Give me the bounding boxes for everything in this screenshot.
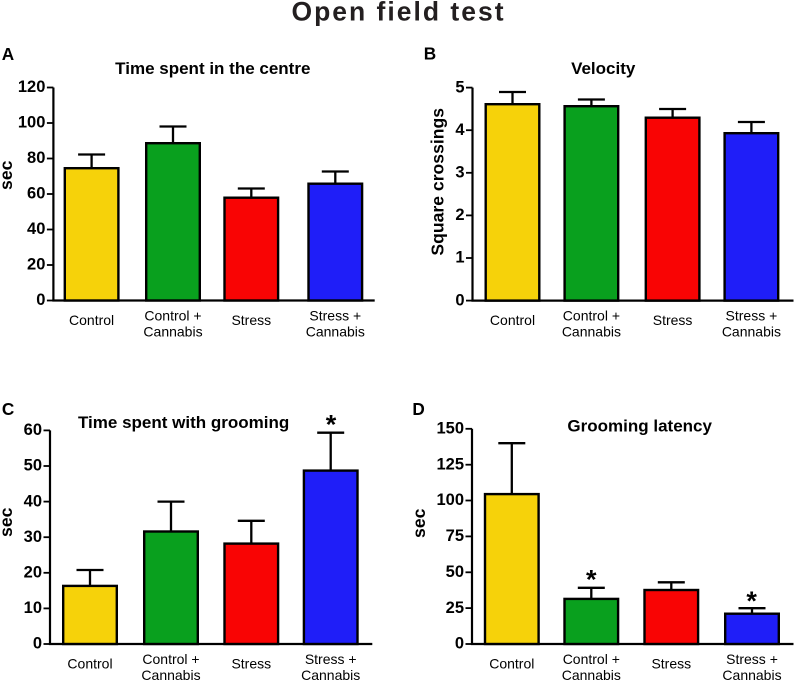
svg-text:Stress +: Stress + bbox=[309, 308, 361, 324]
svg-text:1: 1 bbox=[455, 249, 464, 267]
svg-text:Cannabis: Cannabis bbox=[722, 667, 781, 682]
svg-text:Stress +: Stress + bbox=[726, 651, 778, 667]
svg-text:*: * bbox=[586, 565, 597, 595]
svg-text:20: 20 bbox=[27, 256, 45, 274]
svg-text:5: 5 bbox=[455, 78, 464, 96]
svg-text:Control +: Control + bbox=[563, 651, 620, 667]
svg-text:Time spent in the centre: Time spent in the centre bbox=[115, 59, 310, 78]
svg-text:150: 150 bbox=[436, 420, 464, 438]
svg-text:40: 40 bbox=[24, 492, 42, 510]
svg-text:50: 50 bbox=[24, 457, 42, 475]
svg-text:Cannabis: Cannabis bbox=[562, 667, 621, 682]
svg-text:3: 3 bbox=[455, 164, 464, 182]
svg-text:60: 60 bbox=[24, 421, 42, 439]
svg-text:20: 20 bbox=[24, 564, 42, 582]
svg-text:Cannabis: Cannabis bbox=[141, 667, 200, 682]
svg-text:Control +: Control + bbox=[563, 308, 620, 324]
svg-text:D: D bbox=[412, 399, 424, 419]
svg-text:Cannabis: Cannabis bbox=[306, 323, 365, 339]
svg-text:B: B bbox=[424, 44, 436, 64]
svg-text:Control +: Control + bbox=[142, 651, 199, 667]
svg-text:*: * bbox=[746, 586, 757, 616]
svg-text:Stress: Stress bbox=[653, 312, 693, 328]
svg-text:30: 30 bbox=[24, 528, 42, 546]
svg-text:40: 40 bbox=[27, 220, 45, 238]
svg-text:50: 50 bbox=[446, 563, 464, 581]
svg-text:125: 125 bbox=[436, 455, 464, 473]
svg-text:sec: sec bbox=[0, 160, 16, 190]
svg-text:Stress: Stress bbox=[231, 655, 271, 671]
svg-text:75: 75 bbox=[446, 527, 464, 545]
svg-text:Cannabis: Cannabis bbox=[722, 323, 781, 339]
svg-text:0: 0 bbox=[33, 635, 42, 653]
svg-text:Control: Control bbox=[69, 312, 114, 328]
svg-text:0: 0 bbox=[455, 291, 464, 309]
svg-text:Stress +: Stress + bbox=[726, 308, 778, 324]
svg-text:80: 80 bbox=[27, 149, 45, 167]
svg-text:*: * bbox=[326, 409, 337, 439]
svg-text:Cannabis: Cannabis bbox=[301, 667, 360, 682]
svg-text:Cannabis: Cannabis bbox=[143, 323, 202, 339]
svg-text:sec: sec bbox=[409, 508, 429, 538]
svg-text:Control +: Control + bbox=[144, 308, 201, 324]
svg-text:Velocity: Velocity bbox=[571, 59, 636, 78]
svg-text:0: 0 bbox=[455, 635, 464, 653]
svg-text:25: 25 bbox=[446, 599, 464, 617]
svg-text:Open field test: Open field test bbox=[291, 0, 505, 27]
svg-text:Cannabis: Cannabis bbox=[562, 323, 621, 339]
svg-text:Square crossings: Square crossings bbox=[427, 108, 447, 256]
svg-text:10: 10 bbox=[24, 599, 42, 617]
svg-text:120: 120 bbox=[18, 78, 46, 96]
svg-text:sec: sec bbox=[0, 507, 16, 537]
svg-text:C: C bbox=[2, 399, 14, 419]
svg-text:60: 60 bbox=[27, 185, 45, 203]
svg-text:4: 4 bbox=[455, 121, 465, 139]
svg-text:100: 100 bbox=[436, 491, 464, 509]
svg-text:0: 0 bbox=[36, 291, 45, 309]
svg-text:Grooming latency: Grooming latency bbox=[567, 417, 712, 436]
svg-text:Time spent with grooming: Time spent with grooming bbox=[78, 413, 289, 432]
svg-text:Stress +: Stress + bbox=[305, 651, 357, 667]
svg-text:Control: Control bbox=[67, 655, 112, 671]
svg-text:Stress: Stress bbox=[651, 655, 691, 671]
svg-text:Control: Control bbox=[489, 655, 534, 671]
svg-text:Stress: Stress bbox=[231, 312, 271, 328]
svg-text:100: 100 bbox=[18, 114, 46, 132]
svg-text:2: 2 bbox=[455, 206, 464, 224]
svg-text:Control: Control bbox=[490, 312, 535, 328]
svg-text:A: A bbox=[2, 44, 14, 64]
